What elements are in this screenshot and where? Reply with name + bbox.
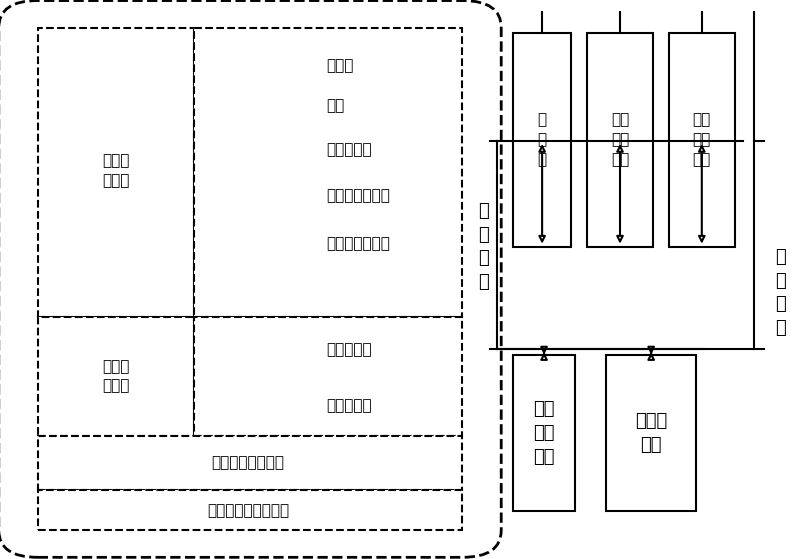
Bar [587,33,653,247]
Bar [38,27,194,317]
Bar [513,33,571,247]
Text: 中层
信息
融合: 中层 信息 融合 [693,112,711,167]
Text: 三维陀螺箱: 三维陀螺箱 [326,399,371,414]
Text: 轨道设计参数信息: 轨道设计参数信息 [211,455,285,470]
Text: 全站仪: 全站仪 [326,58,354,73]
Text: 数据库
管理: 数据库 管理 [635,412,667,454]
Text: 绝对测
量信息: 绝对测 量信息 [102,153,130,188]
Bar [606,354,696,511]
Bar [513,354,575,511]
Text: 纵向倾角传感器: 纵向倾角传感器 [326,188,390,203]
Bar [194,317,462,435]
Bar [38,490,462,530]
Text: 轨距传感器: 轨距传感器 [326,142,371,157]
Text: 棱镜: 棱镜 [326,98,344,113]
Bar [38,435,462,490]
Text: 轨
检
小
车: 轨 检 小 车 [478,202,489,291]
Text: 其他参数和输入信息: 其他参数和输入信息 [207,503,289,518]
Text: 横向倾角传感器: 横向倾角传感器 [326,236,390,252]
Text: 预
处
理: 预 处 理 [538,112,546,167]
Bar [669,33,735,247]
Text: 高层
信息
融合: 高层 信息 融合 [534,400,555,466]
Bar [38,317,194,435]
Text: 里程传感器: 里程传感器 [326,342,371,357]
FancyBboxPatch shape [0,1,502,557]
Text: 相对测
量信息: 相对测 量信息 [102,359,130,394]
Bar [194,27,462,317]
Text: 源数
据级
融合: 源数 据级 融合 [611,112,629,167]
Text: 人
机
界
面: 人 机 界 面 [774,248,786,337]
